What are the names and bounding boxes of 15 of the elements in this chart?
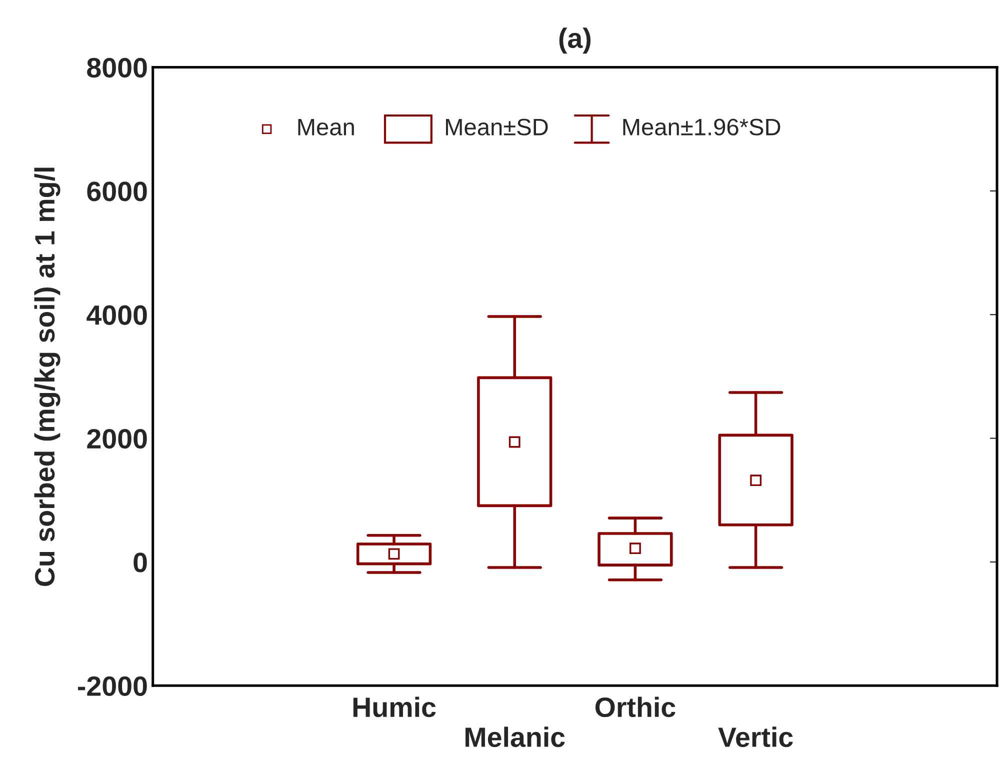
y-tick-label: -2000: [78, 676, 147, 696]
y-tick-label: 4000: [86, 305, 147, 325]
y-tick-label: 6000: [87, 182, 147, 202]
annotation: Mean±1.96*SD: [623, 118, 780, 136]
y-tick-label: 2000: [87, 428, 147, 449]
y-tick-label: 0: [134, 552, 147, 572]
x-tick-label: Melanic: [466, 726, 565, 748]
y-tick-label: 8000: [87, 58, 147, 78]
y-axis-title: Cu sorbed (mg/kg soil) at 1 mg/l: [34, 168, 60, 586]
x-tick-label: Vertic: [718, 726, 793, 748]
annotation: Mean±SD: [446, 118, 548, 136]
chart-title: (a): [559, 28, 591, 54]
x-tick-label: Orthic: [595, 696, 676, 718]
x-tick-label: Humic: [353, 696, 436, 718]
annotation: Mean: [298, 118, 354, 136]
